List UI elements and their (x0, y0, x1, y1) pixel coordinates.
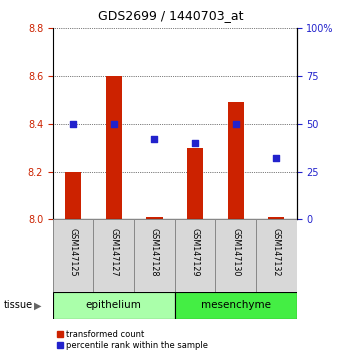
Bar (65, 172, 81, 219)
Bar (227, 102, 244, 219)
Text: GSM147130: GSM147130 (231, 228, 240, 276)
Point (152, 136, 157, 142)
Text: GSM147127: GSM147127 (109, 228, 118, 277)
Text: ▶: ▶ (34, 300, 42, 310)
Text: epithelium: epithelium (86, 300, 142, 310)
Bar (53, 292, 175, 319)
Point (111, 121, 117, 127)
Bar (93, 219, 134, 292)
Text: mesenchyme: mesenchyme (201, 300, 271, 310)
Text: GSM147129: GSM147129 (191, 228, 199, 277)
Text: GSM147132: GSM147132 (272, 228, 281, 277)
Bar (134, 219, 175, 292)
Legend: transformed count, percentile rank within the sample: transformed count, percentile rank withi… (57, 330, 208, 350)
Bar (175, 292, 297, 319)
Bar (106, 76, 122, 219)
Text: tissue: tissue (3, 300, 32, 310)
Bar (146, 217, 163, 219)
Text: GSM147128: GSM147128 (150, 228, 159, 277)
Point (273, 155, 279, 161)
Bar (216, 219, 256, 292)
Text: GSM147125: GSM147125 (69, 228, 78, 277)
Point (192, 140, 198, 146)
Bar (268, 217, 284, 219)
Bar (53, 219, 93, 292)
Bar (175, 219, 216, 292)
Bar (187, 148, 203, 219)
Point (71, 121, 76, 127)
Bar (256, 219, 297, 292)
Text: GDS2699 / 1440703_at: GDS2699 / 1440703_at (98, 10, 243, 22)
Point (233, 121, 238, 127)
